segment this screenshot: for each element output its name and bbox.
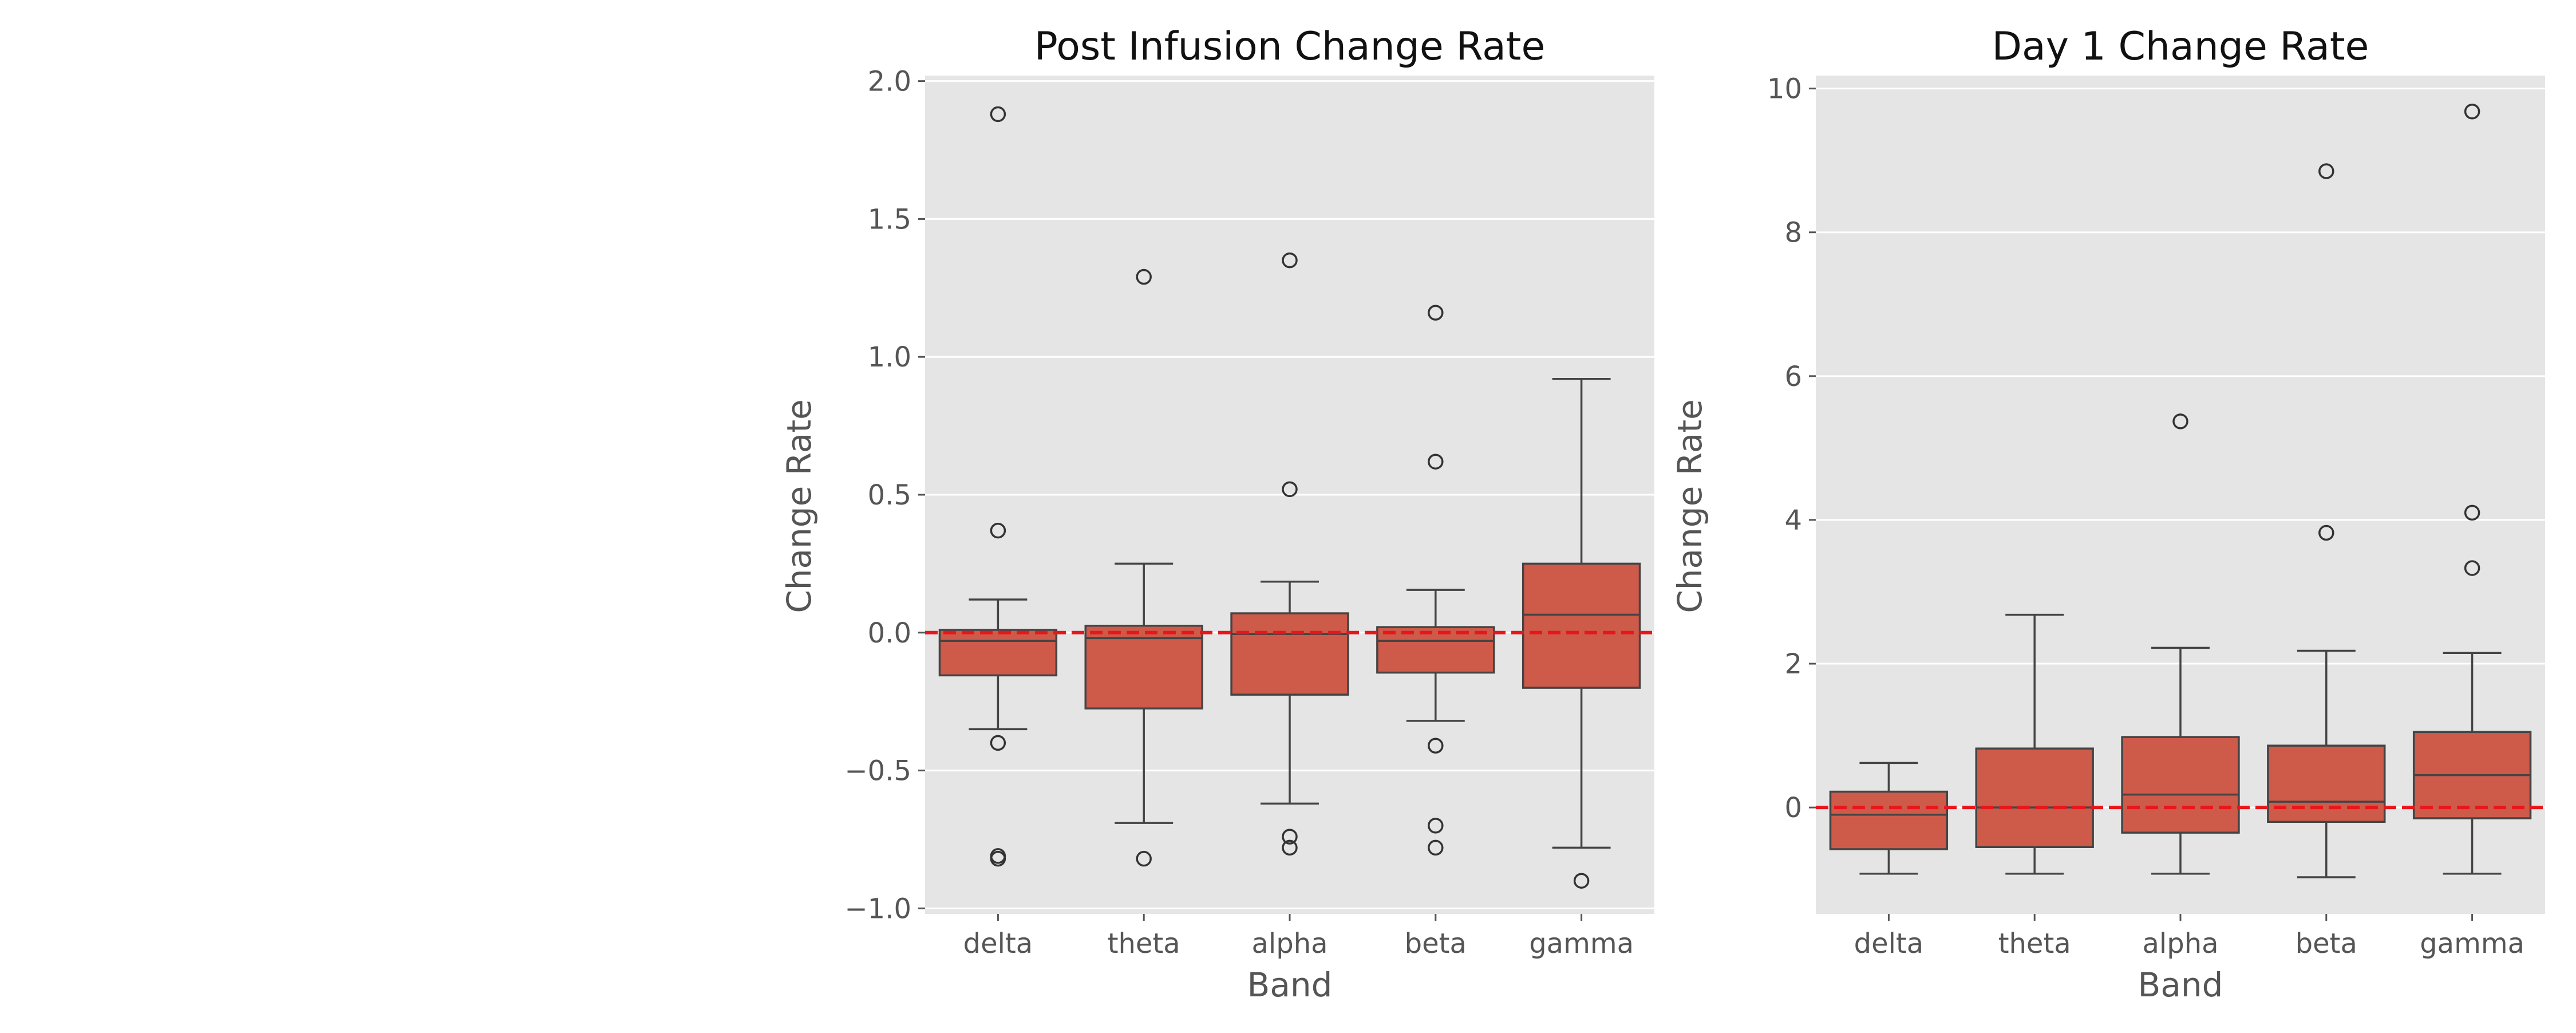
y-tick-label: 2 bbox=[1784, 648, 1802, 680]
outlier-point bbox=[990, 735, 1006, 751]
y-tick-label: 0.0 bbox=[868, 617, 911, 649]
y-axis-label: Change Rate bbox=[780, 399, 819, 613]
y-tick-label: 2.0 bbox=[868, 66, 911, 98]
x-tick-label: alpha bbox=[2142, 928, 2218, 960]
outlier-point bbox=[1428, 738, 1444, 754]
outlier-point bbox=[1282, 252, 1298, 269]
box-beta bbox=[1376, 305, 1495, 856]
box-marks bbox=[925, 106, 1654, 889]
chart-title: Day 1 Change Rate bbox=[1992, 24, 2369, 69]
box-gamma bbox=[2412, 104, 2532, 875]
y-tick-label: 1.0 bbox=[868, 341, 911, 373]
y-axis-label: Change Rate bbox=[1670, 399, 1709, 613]
outlier-point bbox=[990, 106, 1006, 123]
outlier-point bbox=[1136, 850, 1152, 867]
box-gamma bbox=[1522, 377, 1641, 889]
box-delta bbox=[1829, 762, 1949, 875]
outlier-point bbox=[1282, 829, 1298, 845]
outlier-point bbox=[1282, 481, 1298, 498]
y-tick-label: 1.5 bbox=[868, 203, 911, 235]
y-tick-label: 0.5 bbox=[868, 479, 911, 511]
outlier-point bbox=[2464, 504, 2480, 521]
outlier-point bbox=[2318, 163, 2334, 179]
outlier-point bbox=[1282, 839, 1298, 856]
box-marks bbox=[1816, 104, 2545, 878]
outlier-point bbox=[1136, 269, 1152, 285]
box-iqr bbox=[1230, 612, 1349, 696]
y-tick-label: 6 bbox=[1784, 361, 1802, 393]
day1-panel: 0 2 4 6 8 10 delta theta alpha beta gamma Day 1 Ch… bbox=[1670, 24, 2545, 1004]
y-tick-label: 0 bbox=[1784, 792, 1802, 824]
x-tick-label: alpha bbox=[1251, 928, 1327, 960]
box-iqr bbox=[1829, 790, 1949, 850]
outlier-point bbox=[2464, 104, 2480, 120]
box-delta bbox=[938, 106, 1058, 867]
box-alpha bbox=[2121, 413, 2240, 875]
box-iqr bbox=[1084, 625, 1203, 709]
y-tick-label: 4 bbox=[1784, 504, 1802, 537]
outlier-point bbox=[1428, 818, 1444, 834]
chart-title: Post Infusion Change Rate bbox=[1034, 24, 1546, 69]
box-theta bbox=[1975, 613, 2094, 875]
x-tick-label: delta bbox=[1854, 928, 1924, 960]
x-tick-label: delta bbox=[963, 928, 1033, 960]
y-tick-label: −1.0 bbox=[844, 893, 911, 925]
box-iqr bbox=[1975, 747, 2094, 848]
outlier-point bbox=[990, 850, 1006, 867]
axes: −1.0 −0.5 0.0 0.5 1.0 1.5 2.0 delta theta alpha be… bbox=[844, 66, 1634, 960]
box-beta bbox=[2267, 163, 2386, 878]
y-tick-label: −0.5 bbox=[844, 755, 911, 787]
outlier-point bbox=[2172, 413, 2188, 429]
box-iqr bbox=[1522, 562, 1641, 689]
box-iqr bbox=[2121, 736, 2240, 834]
x-tick-label: beta bbox=[2296, 928, 2357, 960]
box-iqr bbox=[2267, 744, 2386, 823]
post-infusion-panel: −1.0 −0.5 0.0 0.5 1.0 1.5 2.0 delta theta alpha be… bbox=[780, 24, 1654, 1004]
outlier-point bbox=[990, 522, 1006, 539]
outlier-point bbox=[2464, 560, 2480, 576]
outlier-point bbox=[2318, 525, 2334, 541]
box-alpha bbox=[1230, 252, 1349, 856]
x-axis-label: Band bbox=[1247, 965, 1333, 1004]
x-axis-label: Band bbox=[2138, 965, 2223, 1004]
x-tick-label: beta bbox=[1405, 928, 1467, 960]
x-tick-label: gamma bbox=[2420, 928, 2524, 960]
box-theta bbox=[1084, 269, 1203, 867]
box-iqr bbox=[938, 629, 1058, 677]
outlier-point bbox=[1428, 305, 1444, 321]
x-tick-label: gamma bbox=[1529, 928, 1634, 960]
x-tick-label: theta bbox=[1108, 928, 1180, 960]
x-tick-label: theta bbox=[1998, 928, 2071, 960]
outlier-point bbox=[1573, 873, 1590, 889]
box-iqr bbox=[1376, 626, 1495, 674]
y-tick-label: 8 bbox=[1784, 217, 1802, 249]
y-tick-label: 10 bbox=[1767, 73, 1802, 105]
outlier-point bbox=[1428, 839, 1444, 856]
outlier-point bbox=[1428, 454, 1444, 470]
axes: 0 2 4 6 8 10 delta theta alpha beta gamma bbox=[1767, 73, 2524, 960]
